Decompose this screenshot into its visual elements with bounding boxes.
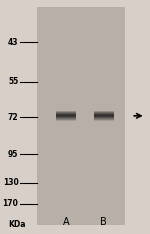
Bar xyxy=(56,115,76,116)
Bar xyxy=(56,116,76,117)
Bar xyxy=(56,119,76,120)
Text: 55: 55 xyxy=(8,77,18,86)
Bar xyxy=(56,117,76,118)
Bar xyxy=(94,120,114,121)
Bar xyxy=(94,118,114,119)
Bar xyxy=(56,114,76,115)
Bar xyxy=(94,117,114,118)
Bar xyxy=(56,118,76,119)
Bar xyxy=(56,110,76,111)
Bar xyxy=(56,113,76,114)
Text: A: A xyxy=(63,217,69,227)
Bar xyxy=(94,115,114,116)
Bar xyxy=(94,119,114,120)
Bar xyxy=(94,111,114,112)
Bar xyxy=(94,110,114,111)
Text: 130: 130 xyxy=(3,178,18,187)
FancyBboxPatch shape xyxy=(37,7,125,225)
Text: 43: 43 xyxy=(8,38,18,47)
Bar xyxy=(94,112,114,113)
Bar xyxy=(56,111,76,112)
Text: B: B xyxy=(100,217,107,227)
Bar xyxy=(94,116,114,117)
Text: KDa: KDa xyxy=(8,220,26,229)
Text: 170: 170 xyxy=(3,199,18,208)
Bar xyxy=(94,114,114,115)
Bar xyxy=(56,112,76,113)
Bar xyxy=(56,120,76,121)
Text: 72: 72 xyxy=(8,113,18,121)
Bar xyxy=(94,113,114,114)
Text: 95: 95 xyxy=(8,150,18,159)
